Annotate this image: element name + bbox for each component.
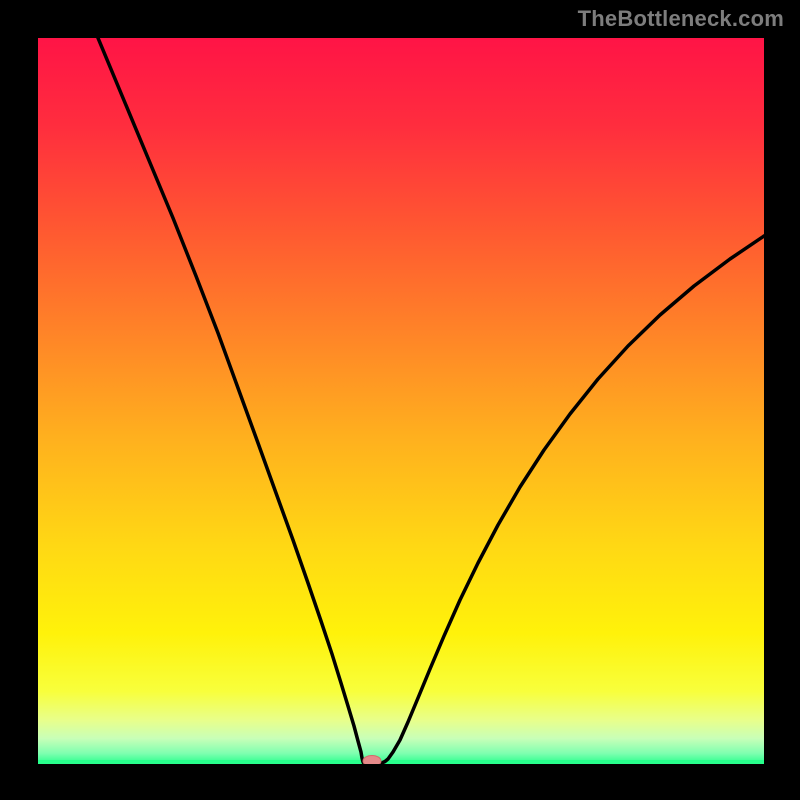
chart-canvas: TheBottleneck.com — [0, 0, 800, 800]
plot-svg — [38, 38, 764, 764]
green-band — [38, 760, 764, 764]
gradient-background — [38, 38, 764, 764]
optimal-marker — [363, 756, 381, 765]
watermark-text: TheBottleneck.com — [578, 6, 784, 32]
plot-area — [38, 38, 764, 764]
